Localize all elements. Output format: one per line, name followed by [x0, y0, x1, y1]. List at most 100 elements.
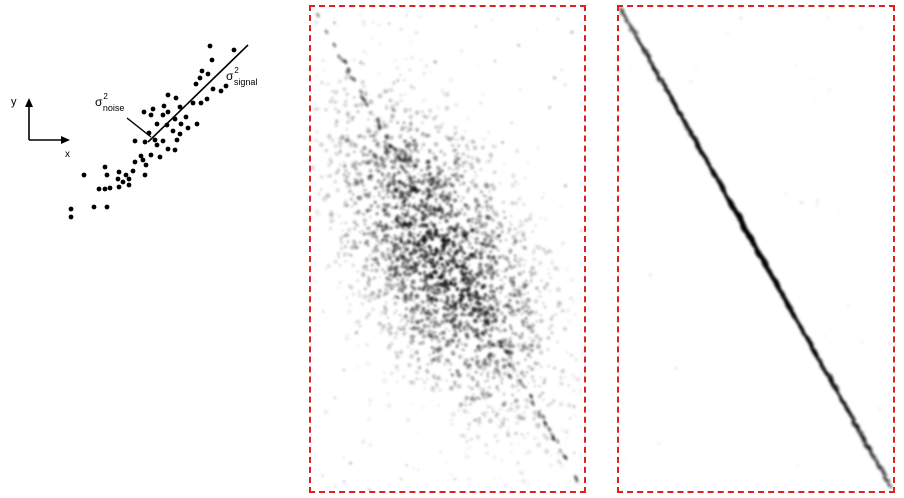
noise-speck	[511, 331, 515, 335]
noise-speck	[419, 238, 423, 241]
noise-speck	[454, 165, 460, 171]
noise-speck	[542, 380, 546, 385]
noise-speck	[414, 293, 420, 299]
noise-speck	[480, 247, 484, 251]
noise-speck	[463, 343, 468, 347]
line-speck	[701, 174, 704, 177]
noise-speck	[311, 140, 313, 144]
noise-speck	[442, 305, 447, 311]
noise-speck	[442, 238, 447, 243]
noise-speck	[408, 164, 412, 168]
data-point	[150, 106, 156, 112]
noise-speck	[392, 172, 397, 177]
noise-speck	[434, 193, 438, 196]
noise-speck	[536, 245, 542, 251]
noise-speck	[487, 386, 491, 389]
noise-speck	[529, 401, 532, 404]
noise-speck	[492, 369, 498, 375]
line-speck	[847, 305, 850, 308]
noise-speck	[402, 121, 406, 125]
noise-speck	[415, 370, 419, 375]
noise-speck	[451, 339, 455, 343]
noise-speck	[402, 227, 405, 230]
noise-speck	[413, 222, 417, 227]
clean-diagonal-image	[619, 7, 893, 489]
noise-speck	[349, 75, 353, 81]
noise-speck	[455, 222, 458, 225]
noise-speck	[485, 451, 490, 456]
noise-speck	[565, 437, 568, 440]
noise-speck	[581, 279, 584, 281]
noise-speck	[428, 353, 431, 357]
noise-speck	[353, 143, 358, 149]
noise-speck	[437, 165, 441, 169]
noise-speck	[335, 188, 340, 193]
noise-speck	[362, 22, 367, 28]
noise-speck	[476, 204, 480, 207]
noise-speck	[493, 211, 499, 217]
noise-speck	[345, 296, 349, 300]
noise-speck	[400, 283, 405, 288]
noise-speck	[345, 154, 348, 157]
noise-speck	[425, 288, 430, 293]
noise-speck	[402, 241, 408, 247]
noise-speck	[395, 224, 399, 229]
noise-speck	[526, 283, 530, 286]
noise-speck	[422, 287, 426, 291]
noise-speck	[447, 191, 452, 197]
noise-speck	[449, 203, 453, 208]
noise-speck	[484, 199, 489, 204]
noise-speck	[475, 226, 479, 230]
noise-speck	[498, 285, 504, 291]
data-point	[209, 57, 215, 63]
noise-speck	[513, 264, 517, 268]
noise-speck	[501, 358, 505, 363]
noise-speck	[455, 249, 459, 253]
noise-speck	[552, 399, 556, 403]
noise-speck	[347, 137, 350, 140]
noise-speck	[365, 257, 369, 260]
noise-speck	[427, 304, 430, 307]
noise-speck	[498, 181, 502, 185]
signal-subscript: signal	[234, 77, 258, 87]
noise-speck	[367, 312, 371, 317]
noise-speck	[362, 135, 367, 140]
noise-speck	[459, 240, 462, 244]
noise-speck	[529, 279, 533, 283]
data-point	[148, 112, 154, 118]
noise-speck	[528, 269, 533, 274]
noise-speck	[466, 363, 471, 368]
noise-speck	[408, 122, 413, 127]
noise-speck	[351, 205, 354, 208]
noise-speck	[418, 57, 424, 63]
noise-speck	[335, 212, 338, 215]
noise-speck	[451, 260, 455, 264]
noise-speck	[570, 278, 574, 282]
noise-speck	[504, 256, 510, 261]
noise-speck	[528, 305, 531, 307]
noise-speck	[441, 330, 446, 335]
noise-speck	[517, 43, 521, 47]
noise-speck	[496, 269, 499, 272]
noise-speck	[487, 379, 489, 382]
line-speck	[679, 110, 685, 117]
noise-speck	[572, 376, 576, 379]
noise-speck	[391, 297, 394, 300]
noise-speck	[338, 264, 342, 267]
noise-speck	[515, 385, 518, 388]
noise-speck	[333, 89, 339, 95]
noise-speck	[355, 181, 360, 186]
noise-speck	[500, 477, 503, 480]
line-speck	[689, 128, 694, 136]
noise-speck	[436, 180, 440, 185]
noise-speck	[474, 221, 478, 225]
noise-speck	[457, 373, 462, 378]
data-point	[91, 204, 97, 210]
noise-speck	[524, 279, 528, 283]
noise-speck	[462, 408, 468, 414]
noise-speck	[417, 304, 420, 307]
noise-speck	[393, 206, 397, 210]
noise-speck	[426, 295, 431, 300]
noise-speck	[440, 168, 444, 173]
noise-speck	[476, 65, 480, 68]
